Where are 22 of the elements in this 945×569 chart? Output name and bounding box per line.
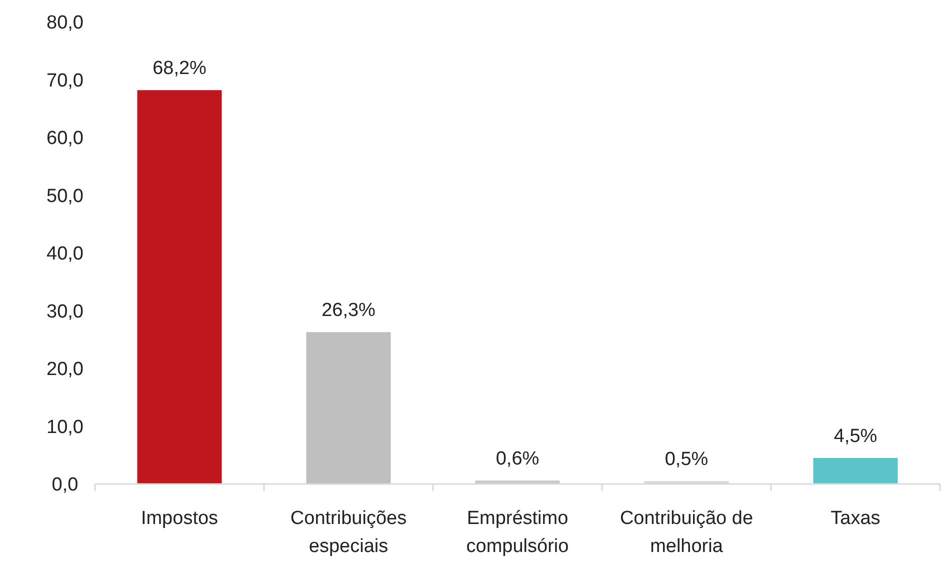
y-tick-label: 80,0 [46, 12, 84, 34]
y-tick-label: 40,0 [46, 244, 84, 265]
x-tick-label: Taxas [830, 508, 880, 529]
y-tick-label: 20,0 [46, 359, 84, 380]
y-tick-label: 70,0 [46, 70, 84, 92]
y-tick-label: 0,0 [52, 474, 78, 496]
data-label: 26,3% [322, 300, 376, 322]
x-tick-label: Contribuição de melhoria [620, 508, 754, 557]
bar [306, 332, 391, 484]
data-label: 4,5% [834, 426, 878, 448]
data-label: 0,5% [664, 449, 708, 470]
y-tick-label: 60,0 [46, 128, 84, 150]
x-tick-label: Impostos [140, 508, 218, 529]
bar [813, 458, 898, 484]
y-tick-label: 10,0 [46, 416, 84, 438]
x-tick-label: Empréstimo compulsório [466, 508, 569, 557]
data-label: 0,6% [496, 448, 540, 470]
bar [137, 90, 222, 484]
y-tick-label: 50,0 [46, 186, 84, 207]
y-tick-label: 30,0 [46, 301, 84, 322]
data-label: 68,2% [152, 58, 207, 80]
x-tick-label: Contribuições especiais [290, 508, 407, 557]
